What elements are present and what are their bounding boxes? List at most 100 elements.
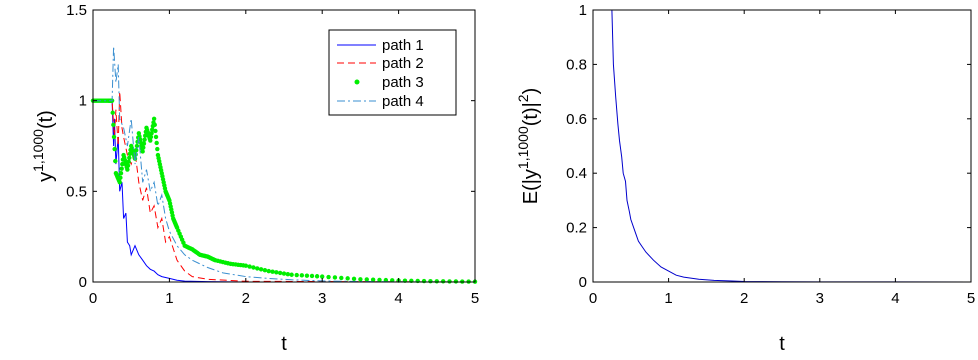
left-series-3-point-fill: [345, 276, 350, 281]
legend-swatch-path-3: [354, 79, 360, 85]
legend-label-path-4: path 4: [382, 93, 424, 110]
legend-box: [328, 29, 457, 116]
left-series-3-point-fill: [332, 275, 338, 280]
right-xtick-label: 1: [664, 290, 672, 307]
legend: path 1 path 2 path 3 path 4: [328, 29, 457, 116]
left-series-3-point-fill: [141, 141, 147, 146]
left-series-3-point-fill: [148, 134, 154, 140]
left-xlabel: t: [281, 333, 287, 355]
left-series-3-point-fill: [440, 279, 446, 284]
left-series-3: [90, 98, 478, 284]
left-xtick-label: 0: [89, 290, 97, 307]
left-ylabel: y1,1000(t): [30, 110, 57, 182]
legend-entry-path-4: path 4: [337, 93, 424, 110]
left-series-3-point-fill: [304, 273, 310, 278]
legend-entry-path-1: path 1: [337, 37, 424, 54]
left-chart: 0 1 2 3 4 5 0 0.5 1 1.5 t y1,1000(t) path 1 path …: [30, 2, 479, 355]
left-series-3-point-fill: [141, 145, 146, 150]
left-series-3-point-fill: [251, 265, 256, 270]
left-series-3-point-fill: [118, 171, 124, 176]
left-series-3-point-fill: [154, 140, 159, 146]
left-series-3-point-fill: [326, 274, 331, 280]
left-series-3-point: [358, 277, 363, 282]
right-xlabel: t: [779, 333, 785, 355]
left-xtick-label: 2: [242, 290, 250, 307]
left-series-3-point-fill: [118, 175, 123, 180]
right-ylabel: E(|y1,1000(t)|2): [515, 88, 542, 205]
left-series-3-point-fill: [149, 131, 154, 136]
left-series-3-point-fill: [421, 278, 427, 284]
left-series-2: [93, 91, 476, 283]
left-axes-frame: [92, 9, 476, 283]
left-series-group: [90, 46, 478, 284]
left-series-3-point-fill: [125, 163, 131, 168]
left-series-3-point-fill: [174, 223, 179, 229]
left-series-3-point-fill: [112, 146, 117, 152]
left-series-3-point-fill: [111, 134, 117, 140]
left-xtick-label: 3: [318, 290, 326, 307]
left-series-3-point-fill: [127, 155, 132, 160]
left-series-3-point-fill: [428, 278, 433, 284]
left-series-3-point-fill: [339, 275, 344, 281]
left-series-3-point-fill: [247, 264, 252, 269]
left-series-3-point-fill: [370, 277, 376, 282]
right-ytick-label: 0.6: [566, 111, 587, 128]
left-series-3-point: [151, 116, 157, 122]
legend-label-path-2: path 2: [382, 55, 424, 72]
left-series-3-point-fill: [314, 274, 320, 279]
left-series-3-point: [434, 279, 439, 284]
right-xtick-label: 0: [589, 290, 597, 307]
right-axes-frame: [592, 9, 972, 283]
right-series-1: [608, 9, 972, 283]
left-series-3-point-fill: [153, 134, 159, 140]
left-series-3-point: [289, 272, 294, 277]
left-series-3-point-fill: [142, 137, 147, 142]
left-xtick-label: 1: [165, 290, 173, 307]
left-series-3-point-fill: [113, 158, 118, 164]
left-series-3-point-fill: [270, 269, 275, 274]
right-ytick-label: 0.8: [566, 56, 587, 73]
left-series-3-point-fill: [211, 257, 217, 262]
left-series-3-point-fill: [309, 273, 315, 279]
left-series-3-point-fill: [377, 277, 382, 283]
left-series-3-point-fill: [364, 277, 369, 282]
left-series-3-point-fill: [274, 270, 279, 275]
legend-entry-path-3: path 3: [354, 74, 424, 91]
right-ytick-label: 0.2: [566, 220, 587, 237]
left-series-3-point-fill: [299, 273, 305, 278]
left-series-3-point-fill: [447, 279, 452, 284]
left-ytick-label: 1: [79, 93, 87, 110]
left-series-4: [93, 46, 476, 283]
right-xtick-label: 3: [816, 290, 824, 307]
right-ytick-label: 1: [579, 2, 587, 19]
left-series-3-point-fill: [153, 128, 158, 134]
left-series-3-point-fill: [262, 268, 268, 273]
right-xtick-label: 2: [740, 290, 748, 307]
left-series-3-point-fill: [120, 161, 125, 167]
left-series-3-point-fill: [453, 279, 459, 284]
left-series-3-point-fill: [126, 159, 131, 164]
right-xtick-label: 4: [891, 290, 899, 307]
right-series-group: [608, 9, 972, 283]
right-xtick-label: 5: [967, 290, 975, 307]
left-series-3-point-fill: [134, 148, 139, 153]
right-ticks: 0 1 2 3 4 5 0 0.2 0.4 0.6 0.8 1: [566, 2, 975, 307]
left-series-3-point-fill: [170, 213, 175, 218]
legend-entry-path-2: path 2: [337, 55, 424, 72]
left-series-3-point: [266, 268, 271, 274]
left-ytick-label: 1.5: [66, 2, 87, 19]
right-ytick-label: 0: [579, 274, 587, 291]
left-series-3-point-fill: [181, 240, 186, 245]
left-series-1: [93, 100, 475, 283]
left-series-3-point-fill: [281, 271, 287, 276]
left-series-3-point-fill: [258, 267, 264, 272]
left-series-3-point-fill: [152, 122, 157, 128]
left-series-3-point-fill: [241, 263, 246, 268]
left-series-3-point-fill: [110, 110, 115, 115]
left-series-3-point-fill: [158, 167, 164, 173]
legend-label-path-3: path 3: [382, 74, 424, 91]
left-series-3-point-fill: [285, 271, 291, 277]
left-series-3-point-fill: [294, 272, 299, 278]
left-series-3-point-fill: [166, 196, 171, 202]
